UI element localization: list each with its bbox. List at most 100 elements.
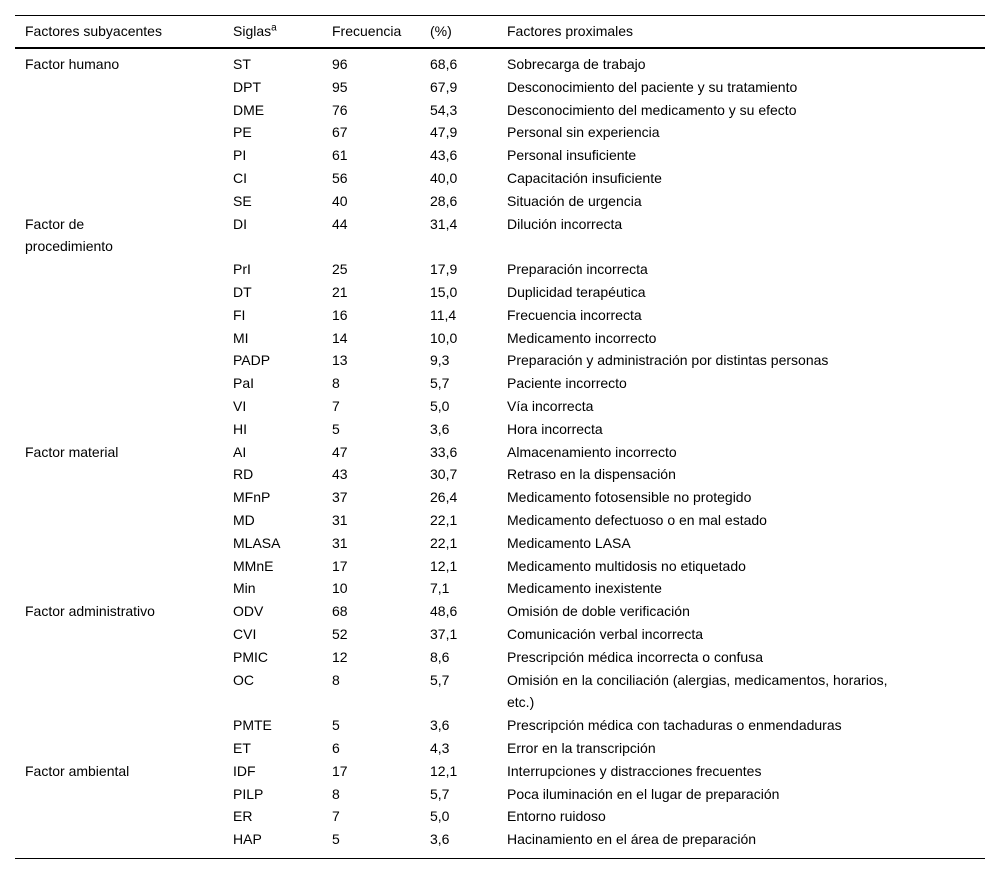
table-header: Factores subyacentes Siglasa Frecuencia … (15, 15, 985, 49)
cell-frecuencia: 56 (332, 169, 348, 186)
table-row: ET 6 4,3 Error en la transcripción (15, 737, 985, 760)
cell-pct: 37,1 (430, 625, 458, 642)
cell-frecuencia: 61 (332, 147, 348, 164)
table-row: PaI 8 5,7 Paciente incorrecto (15, 372, 985, 395)
cell-sigla: PMIC (233, 648, 268, 665)
cell-pct: 67,9 (430, 78, 458, 95)
cell-underlying-factor (15, 144, 233, 167)
cell-proximal-factor: Medicamento fotosensible no protegido (507, 489, 752, 506)
cell-proximal-factor: Medicamento defectuoso o en mal estado (507, 511, 767, 528)
cell-underlying-factor (15, 99, 233, 122)
table-row: CI 56 40,0 Capacitación insuficiente (15, 167, 985, 190)
table-row: Min 10 7,1 Medicamento inexistente (15, 577, 985, 600)
cell-proximal-factor: Personal sin experiencia (507, 124, 660, 141)
cell-sigla: DT (233, 283, 252, 300)
cell-underlying-factor: Factor material (25, 443, 119, 460)
cell-sigla: ER (233, 808, 253, 825)
table-row: DME 76 54,3 Desconocimiento del medicame… (15, 99, 985, 122)
cell-pct: 11,4 (430, 306, 457, 323)
cell-frecuencia: 8 (332, 375, 340, 392)
cell-proximal-factor: Hora incorrecta (507, 420, 603, 437)
cell-pct: 9,3 (430, 352, 450, 369)
cell-frecuencia: 47 (332, 443, 348, 460)
cell-pct: 26,4 (430, 489, 458, 506)
cell-proximal-factor: Duplicidad terapéutica (507, 283, 646, 300)
cell-sigla: FI (233, 306, 246, 323)
cell-frecuencia: 37 (332, 489, 348, 506)
cell-proximal-factor: Medicamento inexistente (507, 580, 662, 597)
cell-proximal-factor: Paciente incorrecto (507, 375, 627, 392)
cell-pct: 47,9 (430, 124, 458, 141)
cell-pct: 12,1 (430, 557, 458, 574)
cell-sigla: VI (233, 397, 247, 414)
cell-frecuencia: 76 (332, 101, 348, 118)
cell-frecuencia: 5 (332, 717, 340, 734)
cell-pct: 3,6 (430, 831, 450, 848)
cell-sigla: AI (233, 443, 247, 460)
cell-sigla: ST (233, 56, 251, 72)
cell-underlying-factor (15, 737, 233, 760)
cell-pct: 5,7 (430, 671, 450, 688)
col-header-factores-subyacentes: Factores subyacentes (15, 15, 233, 49)
cell-frecuencia: 12 (332, 648, 348, 665)
cell-proximal-factor: Comunicación verbal incorrecta (507, 625, 704, 642)
cell-sigla: CVI (233, 625, 257, 642)
cell-pct: 17,9 (430, 261, 458, 278)
cell-proximal-factor: Interrupciones y distracciones frecuente… (507, 762, 762, 779)
cell-proximal-factor: Vía incorrecta (507, 397, 594, 414)
table-row: Factor material AI 47 33,6 Almacenamient… (15, 441, 985, 464)
col-header-label: Factores proximales (507, 23, 634, 39)
cell-sigla: SE (233, 192, 252, 209)
cell-underlying-factor (15, 372, 233, 395)
cell-underlying-factor (15, 167, 233, 190)
cell-sigla: MD (233, 511, 255, 528)
cell-proximal-factor: Preparación y administración por distint… (507, 352, 829, 369)
cell-sigla: PADP (233, 352, 271, 369)
cell-sigla: HAP (233, 831, 262, 848)
col-header-label: Siglas (233, 23, 272, 39)
cell-frecuencia: 17 (332, 762, 348, 779)
cell-sigla: PMTE (233, 717, 272, 734)
cell-underlying-factor (15, 555, 233, 578)
table-row: MMnE 17 12,1 Medicamento multidosis no e… (15, 555, 985, 578)
cell-underlying-factor (15, 76, 233, 99)
cell-sigla: PI (233, 147, 247, 164)
cell-frecuencia: 43 (332, 466, 348, 483)
cell-frecuencia: 96 (332, 56, 348, 72)
cell-proximal-factor: Preparación incorrecta (507, 261, 648, 278)
table-row: ER 7 5,0 Entorno ruidoso (15, 805, 985, 828)
cell-sigla: IDF (233, 762, 256, 779)
table-row: PMIC 12 8,6 Prescripción médica incorrec… (15, 646, 985, 669)
cell-proximal-factor: Medicamento incorrecto (507, 329, 657, 346)
table-row: MLASA 31 22,1 Medicamento LASA (15, 532, 985, 555)
cell-sigla: DI (233, 215, 247, 232)
footnote-marker: a (271, 22, 277, 34)
cell-underlying-factor (15, 646, 233, 669)
cell-underlying-factor (15, 258, 233, 281)
cell-pct: 54,3 (430, 101, 458, 118)
cell-proximal-factor: Desconocimiento del medicamento y su efe… (507, 101, 797, 118)
table-row: MFnP 37 26,4 Medicamento fotosensible no… (15, 486, 985, 509)
cell-proximal-factor: Desconocimiento del paciente y su tratam… (507, 78, 798, 95)
cell-sigla: ET (233, 739, 251, 756)
cell-frecuencia: 67 (332, 124, 348, 141)
table-row: RD 43 30,7 Retraso en la dispensación (15, 463, 985, 486)
cell-underlying-factor (15, 805, 233, 828)
cell-underlying-factor (15, 281, 233, 304)
table-row: MD 31 22,1 Medicamento defectuoso o en m… (15, 509, 985, 532)
col-header-frecuencia: Frecuencia (332, 15, 430, 49)
cell-proximal-factor: Frecuencia incorrecta (507, 306, 642, 323)
cell-underlying-factor (15, 121, 233, 144)
cell-frecuencia: 6 (332, 739, 340, 756)
cell-sigla: RD (233, 466, 254, 483)
cell-pct: 40,0 (430, 169, 458, 186)
cell-underlying-factor (15, 418, 233, 441)
cell-underlying-factor (15, 532, 233, 555)
table-row: PI 61 43,6 Personal insuficiente (15, 144, 985, 167)
cell-pct: 10,0 (430, 329, 458, 346)
cell-pct: 43,6 (430, 147, 458, 164)
cell-proximal-factor: Capacitación insuficiente (507, 169, 662, 186)
cell-pct: 68,6 (430, 56, 458, 72)
cell-pct: 22,1 (430, 534, 458, 551)
